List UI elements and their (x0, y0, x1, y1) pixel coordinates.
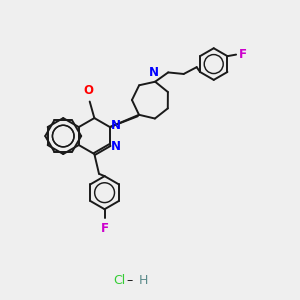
Text: N: N (110, 119, 121, 132)
Text: N: N (110, 140, 121, 153)
Text: F: F (100, 222, 109, 235)
Text: H: H (139, 274, 148, 287)
Text: N: N (148, 66, 159, 79)
Text: –: – (127, 274, 133, 287)
Text: Cl: Cl (113, 274, 125, 287)
Text: O: O (83, 84, 93, 97)
Text: F: F (239, 48, 247, 61)
